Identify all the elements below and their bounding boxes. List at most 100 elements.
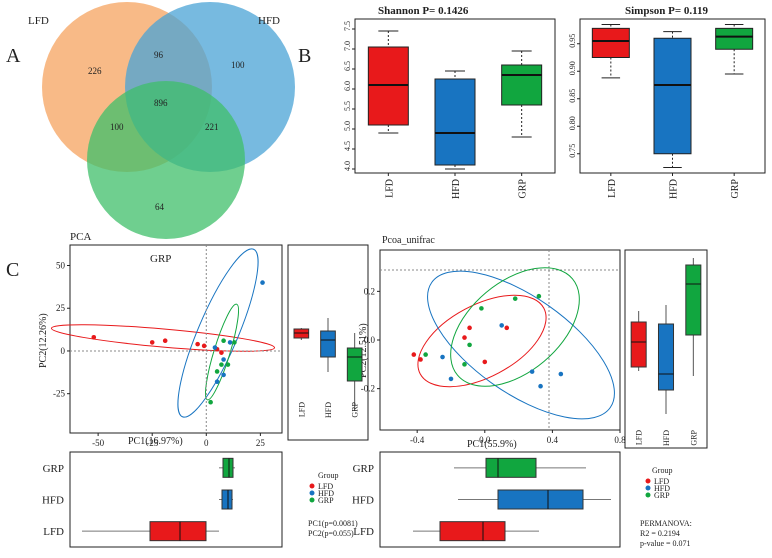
- pcoa-legend-lfd-marker: [645, 478, 651, 484]
- venn-count-hfd-grp: 221: [205, 122, 219, 132]
- shannon-ytick-label-2: 5.0: [343, 121, 352, 131]
- pcoa-point-hfd-1: [440, 354, 445, 360]
- pcoa-xtick-label-1: 0.0: [479, 435, 491, 445]
- simpson-box-GRP: [715, 27, 754, 50]
- pcoa-ellipse-lfd: [417, 294, 547, 388]
- pca-legend-hfd-marker: [309, 490, 315, 496]
- pca-point-lfd-3: [195, 341, 200, 347]
- pcoa-ytick-label-2: -0.2: [361, 384, 375, 394]
- pcoa-point-hfd-0: [499, 323, 504, 328]
- venn-set-lfd: LFD: [28, 15, 49, 27]
- venn-count-lfd-grp: 100: [110, 122, 124, 132]
- pcoa-ellipse-grp: [450, 267, 580, 387]
- pcoa-point-grp-5: [423, 352, 428, 357]
- pca-ytick-label-3: -25: [53, 389, 65, 399]
- pca-stat-pc2: PC2(p=0.055): [308, 529, 354, 538]
- pcoa-ellipse-hfd: [427, 270, 615, 420]
- venn-count-hfd-only: 100: [231, 60, 245, 70]
- shannon-box-HFD: [434, 78, 476, 166]
- pca-ytick-label-2: 0: [61, 346, 66, 356]
- pcoa-bottom-box-frame: [379, 451, 621, 548]
- pcoa-point-lfd-3: [467, 325, 472, 331]
- pcoa-side-label-HFD: HFD: [662, 430, 671, 446]
- pcoa-point-grp-1: [512, 296, 518, 301]
- pca-legend-lfd-marker: [309, 483, 315, 489]
- pca-point-grp-1: [225, 362, 231, 367]
- pca-stat-pc1: PC1(p=0.0081): [308, 519, 358, 528]
- panel-label-b: B: [298, 45, 311, 67]
- pca-side-box-GRP: [346, 347, 363, 382]
- pca-legend-grp: GRP: [318, 496, 334, 505]
- pca-point-grp-2: [232, 340, 237, 345]
- pca-point-lfd-2: [162, 338, 168, 344]
- pca-ytick-label-1: 25: [56, 303, 66, 313]
- venn-count-grp-only: 64: [155, 202, 165, 212]
- pca-point-hfd-0: [260, 280, 265, 285]
- simpson-box-HFD: [653, 37, 692, 155]
- venn-count-lfd-only: 226: [88, 66, 102, 76]
- simpson-ytick-label-1: 0.80: [568, 116, 577, 130]
- shannon-ytick-label-3: 5.5: [343, 101, 352, 111]
- panel-label-c: C: [6, 259, 19, 281]
- pcoa-point-hfd-5: [558, 371, 564, 377]
- pca-title: PCA: [70, 231, 91, 243]
- pcoa-point-hfd-2: [448, 376, 454, 382]
- shannon-ytick-label-1: 4.5: [343, 141, 352, 151]
- simpson-box-LFD: [591, 27, 630, 58]
- pca-ytick-label-0: 50: [56, 261, 66, 271]
- pcoa-side-box-GRP: [685, 264, 702, 336]
- pcoa-title: Pcoa_unifrac: [382, 235, 435, 246]
- pcoa-bottom-label-LFD: LFD: [353, 526, 374, 538]
- pca-bottom-box-HFD: [221, 489, 233, 510]
- pcoa-stat-pvalue: p-value = 0.071: [640, 539, 691, 548]
- pca-ellipse-hfd: [177, 248, 259, 418]
- pcoa-point-grp-0: [536, 293, 542, 299]
- pcoa-side-box-HFD: [657, 323, 675, 391]
- pca-side-label-LFD: LFD: [297, 402, 306, 417]
- venn-set-hfd: HFD: [258, 15, 280, 27]
- pcoa-bottom-box-LFD: [439, 521, 506, 542]
- pcoa-xlabel: PC1(55.9%): [467, 439, 517, 450]
- pca-point-hfd-1: [212, 345, 218, 350]
- pcoa-xtick-label-0: -0.4: [410, 435, 425, 445]
- shannon-boxplot: Shannon P= 0.1426 4.0 4.5 5.0 5.5 6.0 6.5 7.0 7…: [343, 5, 556, 199]
- pca-legend-hfd: HFD: [318, 489, 334, 498]
- pcoa-bottom-label-HFD: HFD: [352, 495, 374, 507]
- shannon-ytick-label-0: 4.0: [343, 161, 352, 171]
- pcoa-legend-hfd: HFD: [654, 484, 670, 493]
- pca-point-lfd-4: [201, 343, 207, 349]
- pca-point-hfd-2: [221, 357, 226, 362]
- pcoa-point-hfd-3: [529, 369, 535, 374]
- pcoa-point-grp-3: [467, 342, 472, 348]
- venn-count-all: 896: [154, 98, 168, 108]
- pca-point-hfd-4: [221, 372, 226, 378]
- pca-point-lfd-0: [91, 334, 97, 340]
- pcoa-legend-grp-marker: [645, 492, 651, 498]
- shannon-ytick-label-6: 7.0: [343, 41, 352, 51]
- pcoa-bottom-label-GRP: GRP: [353, 463, 374, 475]
- shannon-ytick-label-4: 6.0: [343, 81, 352, 91]
- pcoa-stat-permanova: PERMANOVA:: [640, 519, 692, 528]
- pcoa-point-lfd-5: [504, 325, 510, 331]
- pcoa-frame: [379, 249, 621, 431]
- pca-legend-grp-marker: [309, 497, 315, 503]
- simpson-ytick-label-2: 0.85: [568, 89, 577, 103]
- pca-xtick-label-2: 0: [204, 438, 209, 448]
- shannon-xtick-label-GRP: GRP: [518, 179, 529, 199]
- pcoa-side-box-LFD: [630, 321, 647, 368]
- pcoa-side-label-GRP: GRP: [689, 429, 698, 445]
- pca-bottom-box-GRP: [222, 457, 234, 478]
- pcoa-point-hfd-4: [538, 383, 543, 389]
- pcoa-legend-lfd: LFD: [654, 477, 669, 486]
- pca-bottom-label-HFD: HFD: [42, 495, 64, 507]
- pca-side-box-frame: [287, 244, 369, 441]
- pcoa-legend-grp: GRP: [654, 491, 670, 500]
- simpson-ytick-label-4: 0.95: [568, 34, 577, 48]
- shannon-title: Shannon P= 0.1426: [378, 5, 469, 17]
- pcoa-bottom-box-GRP: [485, 457, 537, 478]
- pca-xlabel: PC1(16.97%): [128, 436, 183, 447]
- pcoa-ytick-label-1: 0.0: [364, 335, 376, 345]
- pca-point-grp-0: [221, 338, 226, 344]
- pca-bottom-label-LFD: LFD: [43, 526, 64, 538]
